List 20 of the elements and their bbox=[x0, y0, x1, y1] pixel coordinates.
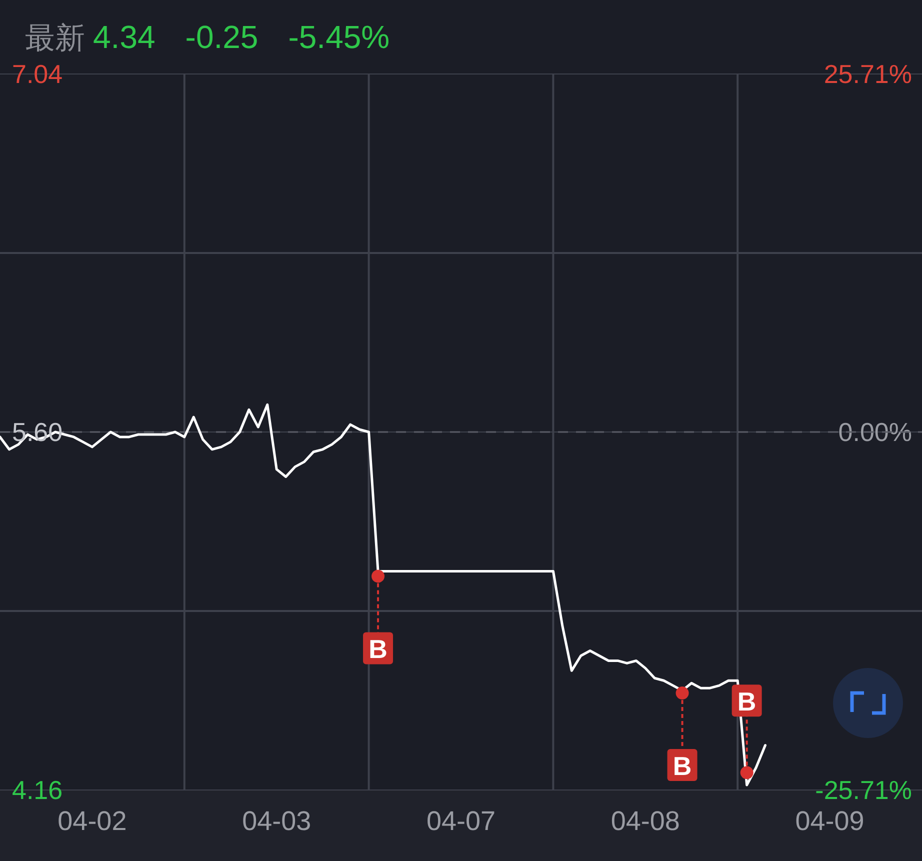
text: -5.45% bbox=[288, 19, 390, 55]
point bbox=[372, 570, 385, 583]
data-label: B bbox=[737, 686, 756, 717]
y2-tick-label: -25.71% bbox=[815, 775, 912, 805]
data-label: B bbox=[672, 751, 692, 782]
x-tick-label: 04-09 bbox=[795, 806, 864, 836]
data-label: B bbox=[368, 634, 388, 664]
point bbox=[676, 686, 689, 700]
y2-tick-label: 0.00% bbox=[838, 417, 912, 447]
y-tick-label: 4.16 bbox=[12, 775, 63, 805]
chart-title: 最新 bbox=[25, 22, 85, 55]
y-tick-label: 7.04 bbox=[12, 59, 63, 89]
x-tick-label: 04-02 bbox=[58, 806, 127, 836]
point bbox=[740, 766, 754, 780]
x-tick-label: 04-07 bbox=[426, 806, 496, 836]
x-tick-label: 04-03 bbox=[242, 806, 312, 836]
text: -0.25 bbox=[185, 19, 258, 55]
text: 4.34 bbox=[93, 19, 156, 55]
y2-tick-label: 25.71% bbox=[824, 59, 912, 89]
x-tick-label: 04-08 bbox=[610, 806, 680, 836]
